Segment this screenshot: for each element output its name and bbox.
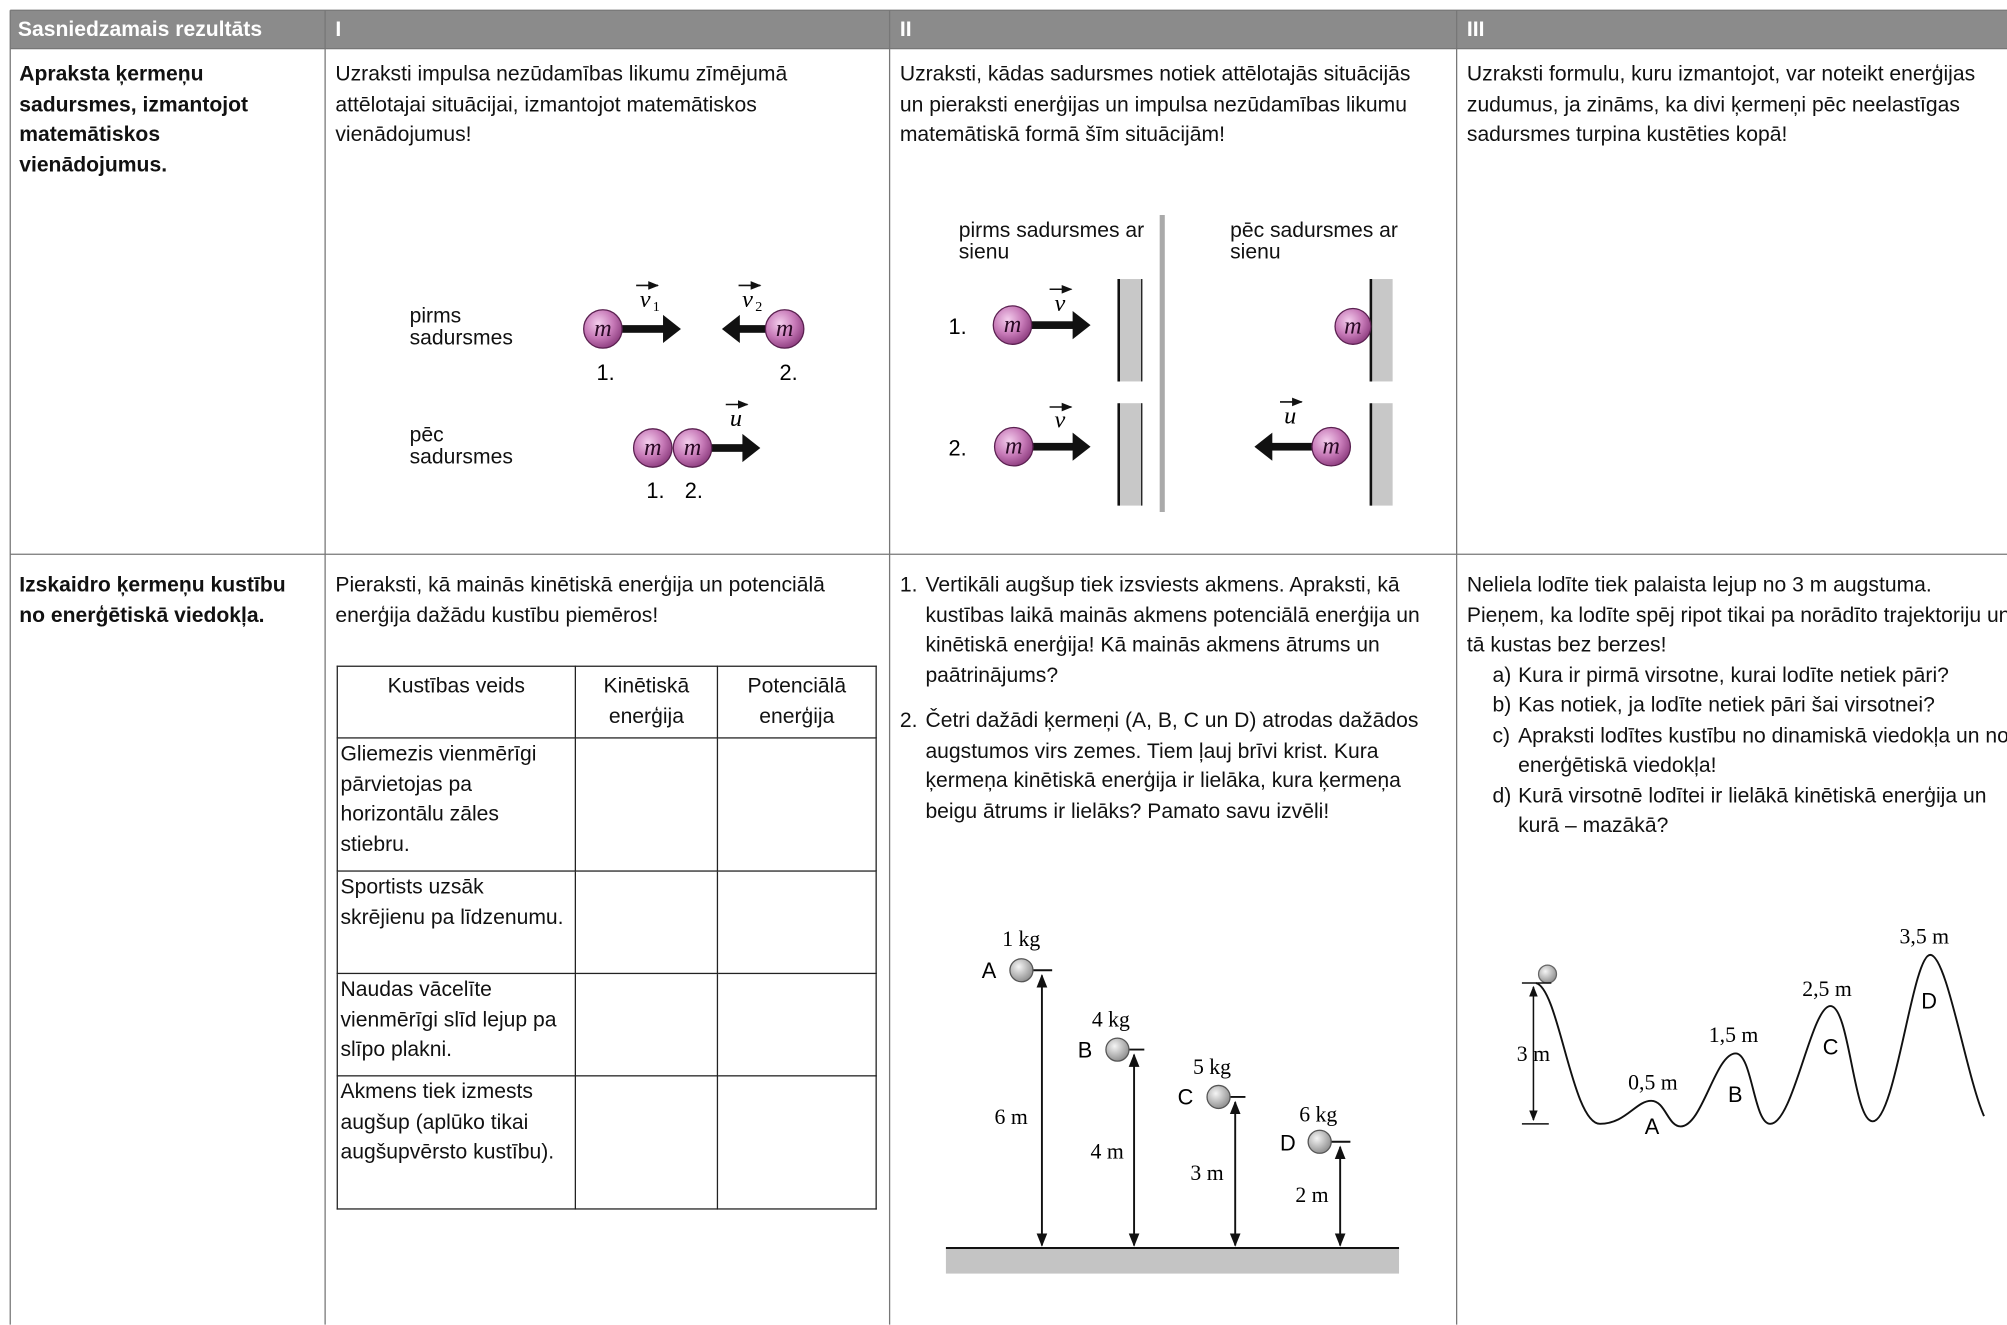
item-letter: a) (1492, 663, 1512, 687)
mass-label: 4 kg (1092, 1008, 1130, 1032)
task-list: 1. Vertikāli augšup tiek izsviests akmens… (900, 571, 1450, 827)
item-text: Vertikāli augšup tiek izsviests akmens. … (925, 573, 1420, 687)
task-text: Uzraksti impulsa nezūdamības likumu zīmē… (335, 62, 788, 146)
table-header: Kinētiskā enerģija (574, 665, 719, 739)
item-number: 1. (899, 573, 918, 597)
figure-label: pirms sadursmes ar sienu (958, 218, 1145, 264)
mass-label: 1 kg (1002, 927, 1040, 951)
ball-number: 2. (780, 360, 798, 385)
body-label: C (1178, 1085, 1194, 1110)
task-list: Neliela lodīte tiek palaista lejup no 3 … (1467, 571, 2007, 842)
item-letter: d) (1492, 784, 1512, 808)
body-label: B (1078, 1037, 1093, 1062)
height-label: 2 m (1295, 1183, 1328, 1207)
velocity-label: v (742, 286, 753, 313)
mass-label: m (594, 315, 612, 342)
header-cell: II (899, 17, 912, 41)
item-text: Apraksti lodītes kustību no dinamiskā vi… (1518, 723, 2007, 777)
case-number: 2. (948, 436, 966, 461)
mass-label: m (1004, 311, 1022, 338)
mass-label: m (1322, 433, 1340, 460)
figure-collision: m v 1 m v 2 1. 2. m m u 1. 2. (583, 281, 805, 503)
mass-label: m (1344, 312, 1362, 339)
peak-label: D (1921, 989, 1937, 1014)
peak-height: 0,5 m (1628, 1070, 1678, 1094)
velocity-label: v (1054, 290, 1065, 317)
figure-falling-bodies: 1 kg A 6 m 4 kg B 4 m 5 kg C 3 m 6 kg D … (945, 927, 1400, 1274)
item-letter: c) (1492, 723, 1511, 747)
velocity-label: u (730, 405, 742, 432)
figure-label: pēc sadursmes ar sienu (1230, 218, 1398, 264)
item-number: 2. (899, 709, 918, 733)
velocity-label: v (640, 286, 651, 313)
item-letter: b) (1492, 693, 1512, 717)
velocity-index: 1 (653, 299, 660, 315)
item-text: Kurā virsotnē lodītei ir lielākā kinētis… (1518, 784, 1987, 838)
header-cell: III (1466, 17, 1485, 41)
peak-label: C (1823, 1035, 1839, 1060)
mass-label: m (644, 434, 662, 461)
ball-number: 1. (646, 478, 664, 503)
task-text: Neliela lodīte tiek palaista lejup no 3 … (1466, 573, 2007, 657)
header-cell: Sasniedzamais rezultāts (17, 17, 263, 41)
table-cell: Akmens tiek izmests augšup (aplūko tikai… (336, 1075, 576, 1210)
mass-label: m (776, 315, 794, 342)
peak-label: A (1645, 1114, 1660, 1139)
peak-height: 1,5 m (1709, 1023, 1759, 1047)
task-text: Uzraksti, kādas sadursmes notiek attēlot… (899, 62, 1411, 146)
peak-height: 3,5 m (1900, 924, 1950, 948)
table-cell: Sportists uzsāk skrējienu pa līdzenumu. (336, 870, 576, 975)
ball-number: 2. (685, 478, 703, 503)
height-label: 4 m (1091, 1139, 1124, 1163)
height-label: 6 m (995, 1105, 1028, 1129)
figure-wall: 1. m v m 2. m v m u (948, 215, 1393, 512)
item-text: Četri dažādi ķermeņi (A, B, C un D) atro… (925, 709, 1419, 823)
item-text: Kura ir pirmā virsotne, kurai lodīte net… (1518, 663, 1949, 687)
figure-label: pēc sadursmes (409, 423, 513, 469)
mass-label: 6 kg (1299, 1102, 1337, 1126)
task-text: Pieraksti, kā mainās kinētiskā enerģija … (335, 573, 825, 627)
mass-label: 5 kg (1193, 1055, 1231, 1079)
case-number: 1. (948, 314, 966, 339)
peak-label: B (1728, 1082, 1743, 1107)
body-label: A (982, 958, 997, 983)
peak-height: 2,5 m (1802, 977, 1852, 1001)
header-cell: I (335, 17, 342, 41)
table-header: Kustības veids (336, 665, 576, 739)
height-label: 3 m (1517, 1042, 1550, 1066)
mass-label: m (684, 434, 702, 461)
velocity-label: v (1054, 407, 1065, 434)
figure-label: pirms sadursmes (409, 304, 513, 350)
energy-table: Kustības veids Kinētiskā enerģija Potenc… (336, 665, 877, 1210)
velocity-index: 2 (755, 299, 762, 315)
ball-number: 1. (596, 360, 614, 385)
height-label: 3 m (1190, 1161, 1223, 1185)
velocity-label: u (1284, 403, 1296, 430)
result-text: Izskaidro ķermeņu kustību no enerģētiskā… (19, 573, 286, 627)
table-cell: Gliemezis vienmērīgi pārvietojas pa hori… (336, 737, 576, 872)
result-text: Apraksta ķermeņu sadursmes, izmantojot m… (19, 62, 249, 176)
header-band (10, 10, 2007, 49)
item-text: Kas notiek, ja lodīte netiek pāri šai vi… (1518, 693, 1935, 717)
figure-track: 3 m 0,5 m A 1,5 m B 2,5 m C 3,5 m D (1517, 924, 1985, 1139)
task-text: Uzraksti formulu, kuru izmantojot, var n… (1466, 62, 1976, 146)
table-header: Potenciālā enerģija (716, 665, 877, 739)
body-label: D (1280, 1131, 1296, 1156)
mass-label: m (1005, 433, 1023, 460)
table-cell: Naudas vācelīte vienmērīgi slīd lejup pa… (336, 972, 576, 1077)
